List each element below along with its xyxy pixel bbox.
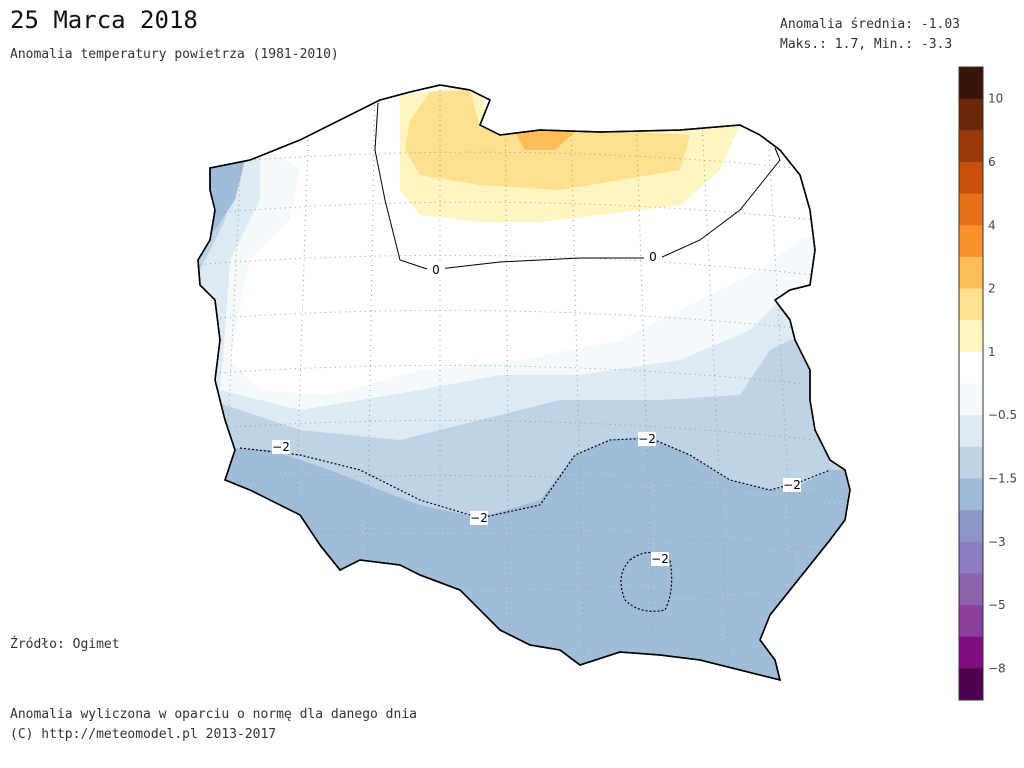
colorbar-label: −3 [988, 535, 1006, 549]
colorbar-frame [958, 66, 984, 701]
colorbar-swatch [959, 351, 983, 384]
graticule [198, 85, 850, 680]
colorbar-swatch [959, 541, 983, 574]
colorbar: 10 6 4 2 1 −0.5 −1.5 −3 −5 −8 [958, 66, 1017, 701]
colorbar-swatch [959, 668, 983, 701]
colorbar-label: −0.5 [988, 408, 1017, 422]
contour-label-bg [470, 511, 488, 525]
source: Źródło: Ogimet [10, 637, 120, 652]
colorbar-label: −5 [988, 598, 1006, 612]
colorbar-swatch [959, 510, 983, 543]
colorbar-label: 2 [988, 282, 996, 296]
colorbar-swatch [959, 478, 983, 511]
contour-label: −2 [638, 432, 656, 446]
colorbar-swatch [959, 67, 983, 100]
contour-label: −2 [470, 511, 488, 525]
colorbar-swatch [959, 415, 983, 448]
colorbar-swatch [959, 130, 983, 163]
contour-label: 0 [432, 263, 440, 277]
subtitle: Anomalia temperatury powietrza (1981-201… [10, 47, 339, 62]
border [197, 84, 851, 682]
colorbar-label: −1.5 [988, 471, 1017, 485]
anomaly-field [198, 85, 850, 680]
colorbar-swatch [959, 193, 983, 226]
colorbar-label: 1 [988, 345, 996, 359]
contours [239, 102, 831, 612]
stats: Maks.: 1.7, Min.: -3.3 [780, 37, 953, 52]
colorbar-swatch [959, 98, 983, 131]
colorbar-swatch [959, 225, 983, 258]
colorbar-swatch [959, 161, 983, 195]
contour-label-bg [272, 440, 290, 454]
contour-label: 0 [649, 250, 657, 264]
contour-label-bg [651, 552, 669, 566]
contour-label-bg [638, 432, 656, 446]
colorbar-swatch [959, 320, 983, 353]
colorbar-swatch [959, 636, 983, 669]
colorbar-swatch [959, 573, 983, 606]
colorbar-swatch [959, 383, 983, 416]
contour-label-bg [427, 263, 445, 277]
colorbar-swatch [959, 256, 983, 290]
colorbar-swatch [959, 605, 983, 638]
colorbar-swatch [959, 288, 983, 321]
stats: Anomalia średnia: -1.03 [780, 17, 961, 32]
copyright: (C) http://meteomodel.pl 2013-2017 [10, 727, 277, 742]
contour-label: −2 [651, 552, 669, 566]
colorbar-swatch [959, 446, 983, 479]
contour-labels: 0 0 −2 −2 −2 −2 −2 [272, 250, 801, 566]
contour-label: −2 [272, 440, 290, 454]
colorbar-label: 10 [988, 92, 1003, 106]
title: 25 Marca 2018 [10, 6, 198, 34]
contour-label-bg [783, 478, 801, 492]
colorbar-label: 6 [988, 155, 996, 169]
colorbar-label: −8 [988, 661, 1006, 675]
contour-label-bg [644, 250, 662, 264]
colorbar-label: 4 [988, 218, 996, 232]
footnote: Anomalia wyliczona w oparciu o normę dla… [10, 707, 417, 722]
contour-label: −2 [783, 478, 801, 492]
